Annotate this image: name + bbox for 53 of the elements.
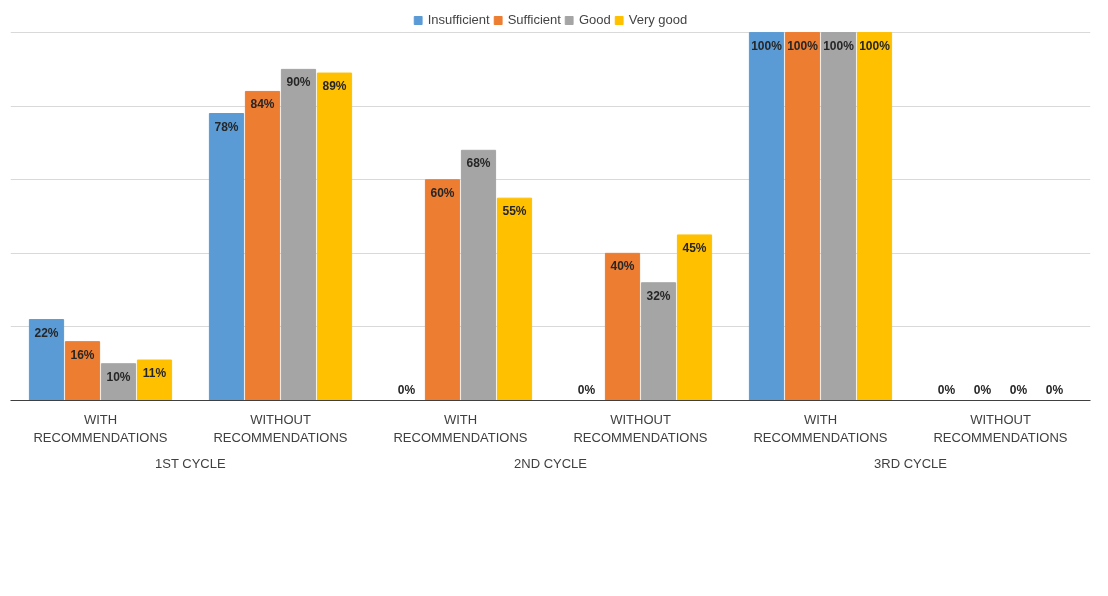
data-label: 45%	[682, 240, 707, 255]
bar	[496, 197, 533, 401]
bar	[280, 68, 317, 401]
bar	[748, 32, 785, 401]
text: 2ND CYCLE	[514, 455, 588, 471]
data-label: 100%	[859, 38, 891, 53]
data-label: 0%	[1009, 382, 1028, 397]
data-label: 11%	[142, 366, 167, 381]
data-label: 0%	[937, 382, 956, 397]
data-label: 0%	[973, 382, 992, 397]
bar	[64, 341, 101, 401]
legend-label: Sufficient	[507, 12, 561, 27]
bar	[28, 319, 65, 401]
x-tick-label: WITHOUT RECOMMENDATIONS	[933, 411, 1068, 445]
x-tick-label: WITH RECOMMENDATIONS	[33, 411, 168, 445]
x-tick-label: WITHOUT RECOMMENDATIONS	[213, 411, 348, 445]
data-label: 0%	[1045, 382, 1064, 397]
data-label: 100%	[823, 38, 855, 53]
bar	[460, 149, 497, 401]
bar	[640, 282, 677, 401]
bar	[208, 113, 245, 401]
text: 1ST CYCLE	[155, 455, 226, 471]
data-label: 100%	[787, 38, 819, 53]
bar	[316, 72, 353, 401]
data-label: 68%	[466, 156, 491, 171]
data-label: 89%	[322, 79, 347, 94]
legend-label: Insufficient	[427, 12, 490, 27]
data-label: 84%	[250, 97, 275, 112]
data-label: 16%	[70, 347, 95, 362]
bar	[820, 32, 857, 401]
bar	[784, 32, 821, 401]
data-label: 55%	[502, 204, 527, 219]
x-tick-label: WITH RECOMMENDATIONS	[753, 411, 888, 445]
data-label: 78%	[214, 119, 239, 134]
bar	[676, 234, 713, 401]
data-label: 40%	[610, 259, 635, 274]
bar	[424, 179, 461, 401]
data-label: 100%	[751, 38, 783, 53]
legend-label: Very good	[628, 12, 688, 27]
text: 3RD CYCLE	[874, 455, 948, 471]
data-label: 10%	[106, 369, 131, 384]
data-label: 90%	[286, 75, 311, 90]
bar	[604, 252, 641, 401]
bar	[856, 32, 893, 401]
x-tick-label: WITH RECOMMENDATIONS	[393, 411, 528, 445]
data-label: 22%	[34, 325, 59, 340]
data-label: 0%	[397, 382, 416, 397]
bar	[244, 90, 281, 401]
data-label: 60%	[430, 185, 455, 200]
legend-label: Good	[578, 12, 611, 27]
data-label: 0%	[577, 382, 596, 397]
data-label: 32%	[646, 288, 671, 303]
x-tick-label: WITHOUT RECOMMENDATIONS	[573, 411, 708, 445]
